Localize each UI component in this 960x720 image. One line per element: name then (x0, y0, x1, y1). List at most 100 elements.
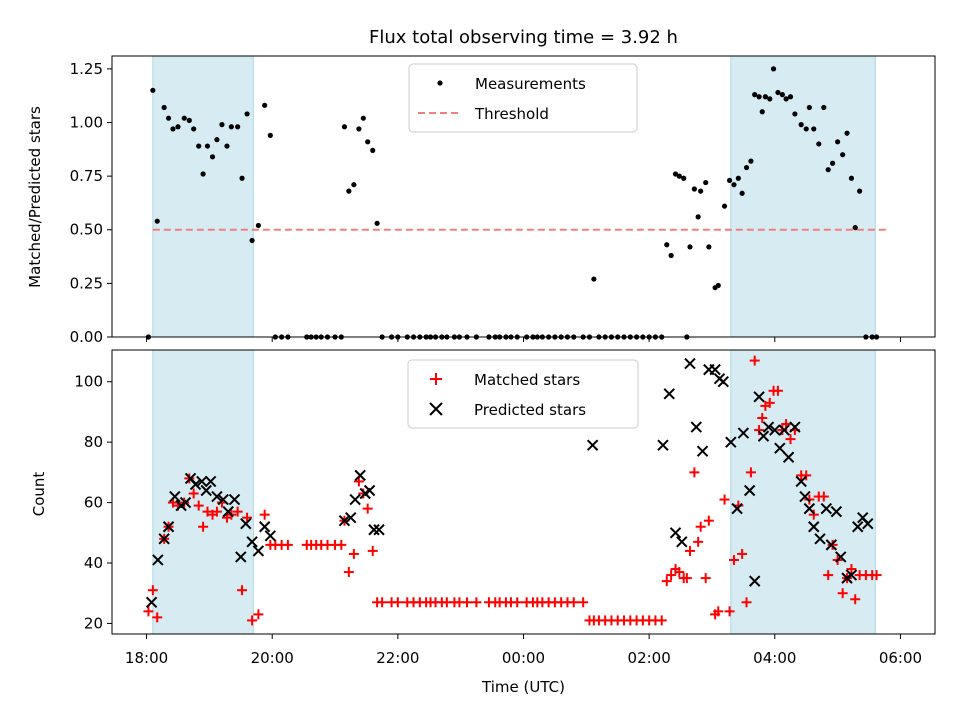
predicted-star-point (814, 533, 826, 545)
matched-star-point (232, 506, 243, 517)
measurement-point (721, 203, 728, 209)
measurement-point (811, 126, 817, 132)
predicted-star-point (258, 521, 271, 533)
matched-stars-legend-marker (430, 373, 442, 385)
matched-star-point (336, 539, 347, 550)
x-tick-label: 06:00 (879, 649, 922, 667)
measurement-point (825, 167, 831, 173)
measurement-point (360, 115, 366, 121)
measurement-point (731, 182, 737, 188)
predicted-star-point (789, 421, 801, 433)
measurement-point (752, 92, 758, 98)
measurement-point (664, 242, 670, 248)
matched-star-point (681, 573, 692, 584)
matched-star-point (724, 606, 735, 617)
matched-star-point (362, 503, 373, 514)
predicted-star-point (663, 388, 675, 400)
predicted-star-point (845, 569, 858, 581)
measurement-point (803, 126, 809, 132)
matched-star-point (377, 597, 388, 608)
matched-star-point (801, 470, 812, 481)
matched-star-point (772, 385, 783, 396)
measurement-point (175, 124, 181, 130)
observing-window-span (152, 55, 254, 338)
predicted-star-point (690, 421, 702, 433)
measurement-point (775, 89, 781, 96)
observing-window-spans-bottom (152, 349, 876, 635)
measurement-point (170, 126, 176, 132)
predicted-star-point (222, 505, 234, 518)
matched-star-point (764, 397, 775, 408)
measurement-point (703, 179, 709, 186)
measurement-point (691, 186, 697, 192)
predicted-star-point (235, 551, 247, 563)
predicted-star-point (158, 533, 170, 545)
y-tick-label: 0.75 (70, 167, 103, 185)
measurement-point (735, 175, 741, 181)
matched-star-point (568, 597, 579, 608)
matched-star-point (348, 548, 359, 559)
bottom-legend: Matched stars Predicted stars (407, 359, 639, 429)
bottom-y-axis-label: Count (30, 472, 48, 517)
matched-star-point (211, 506, 222, 517)
top-y-axis-label: Matched/Predicted stars (26, 106, 44, 288)
predicted-stars-legend-marker (429, 402, 443, 416)
measurement-point (341, 124, 348, 130)
measurement-point (787, 94, 794, 100)
predicted-star-point (179, 496, 192, 509)
measurement-point (806, 104, 812, 111)
predicted-star-point (808, 521, 820, 533)
measurement-point (181, 115, 187, 121)
measurement-point (756, 94, 762, 100)
measurement-point (235, 124, 241, 130)
predicted-star-point (200, 484, 212, 497)
y-tick-label: 0.00 (70, 328, 103, 346)
predicted-star-point (717, 376, 729, 388)
measurement-point (244, 111, 250, 117)
measurement-point (848, 175, 855, 181)
predicted-star-point (795, 475, 807, 488)
predicted-star-point (825, 539, 838, 551)
predicted-star-point (852, 521, 864, 533)
measurement-point (676, 173, 682, 179)
measurement-point (759, 109, 765, 115)
predicted-star-point (338, 514, 351, 527)
y-tick-label: 80 (84, 433, 103, 451)
matched-stars-legend-label: Matched stars (474, 371, 580, 389)
measurement-point (262, 102, 268, 108)
matched-star-point (471, 597, 482, 608)
matched-star-point (259, 509, 270, 520)
measurement-point (687, 244, 693, 250)
measurement-point (204, 143, 211, 149)
predicted-star-point (211, 490, 223, 503)
predicted-star-point (684, 357, 696, 370)
matched-star-point (666, 570, 677, 581)
measurement-point (346, 188, 352, 194)
measurement-point (351, 182, 357, 188)
measurement-point (186, 117, 192, 123)
predicted-star-point (803, 502, 816, 515)
predicted-star-point (152, 554, 164, 566)
measurement-point (739, 190, 745, 196)
measurement-point (770, 66, 777, 72)
predicted-star-point (354, 469, 366, 482)
measurement-point (698, 188, 704, 194)
measurements-legend-marker (437, 80, 443, 86)
matched-star-point (661, 576, 672, 587)
predicted-star-point (709, 363, 721, 376)
measurement-point (681, 175, 687, 181)
matched-star-point (684, 545, 695, 556)
predicted-star-point (217, 493, 229, 506)
measurement-point (748, 158, 754, 164)
y-tick-label: 40 (84, 554, 103, 572)
x-tick-label: 22:00 (376, 649, 419, 667)
matched-star-point (367, 545, 378, 556)
matched-star-point (808, 509, 819, 520)
measurement-point (726, 177, 733, 184)
measurement-point (161, 104, 167, 111)
predicted-star-point (252, 545, 265, 557)
ratio-panel: 0.00 0.25 0.50 0.75 1.00 1.25 Flux total obse… (26, 27, 936, 346)
predicted-star-point (676, 536, 688, 548)
matched-star-point (737, 548, 748, 559)
measurement-point (695, 214, 701, 220)
